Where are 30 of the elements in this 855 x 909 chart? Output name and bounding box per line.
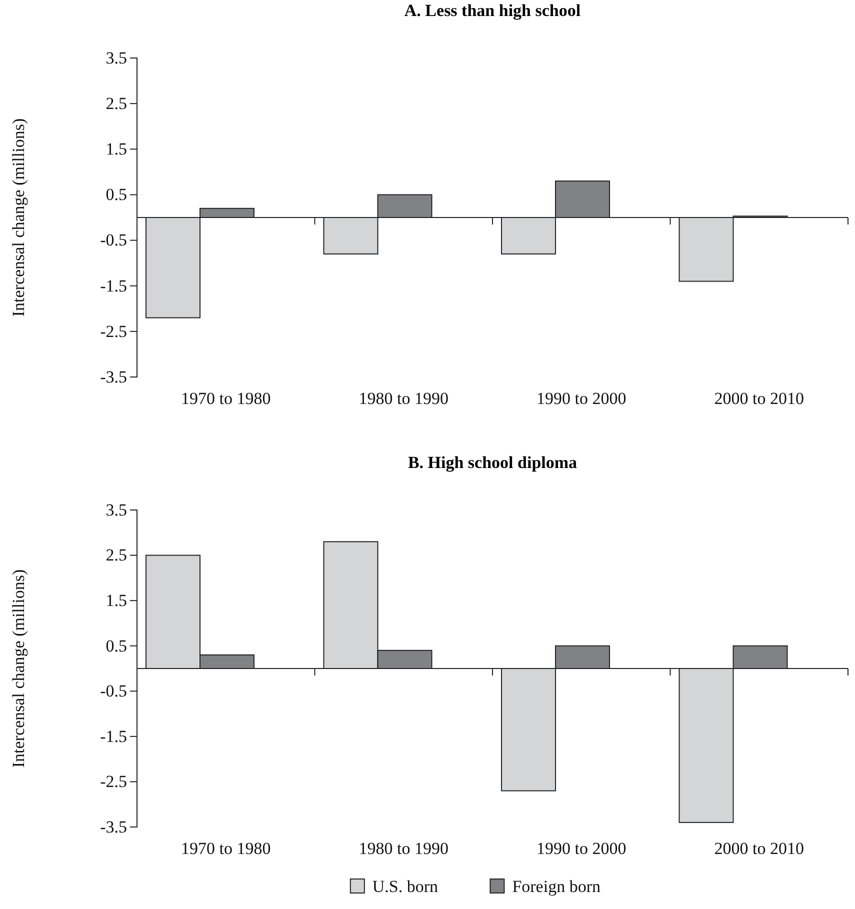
y-tick-label: -0.5 (100, 230, 127, 250)
x-tick-label: 1990 to 2000 (536, 839, 626, 858)
legend-label: U.S. born (372, 877, 439, 896)
y-tick-label: 2.5 (106, 94, 127, 114)
y-tick-label: -3.5 (100, 367, 127, 386)
y-tick-label: 1.5 (106, 591, 127, 610)
y-tick-label: 0.5 (106, 636, 127, 656)
y-tick-label: -2.5 (100, 772, 127, 792)
x-tick-label: 1990 to 2000 (536, 389, 626, 408)
x-tick-label: 1980 to 1990 (358, 839, 448, 858)
y-axis-title: Intercensal change (millions) (9, 569, 28, 768)
x-tick-label: 2000 to 2010 (714, 389, 804, 408)
y-tick-label: -2.5 (100, 322, 127, 341)
y-tick-label: -1.5 (100, 726, 127, 746)
x-tick-label: 1980 to 1990 (358, 389, 448, 408)
y-tick-label: -0.5 (100, 682, 127, 701)
x-tick-label: 2000 to 2010 (714, 839, 804, 858)
y-tick-label: -3.5 (100, 817, 127, 836)
legend-label: Foreign born (512, 877, 601, 896)
chart-title: A. Less than high school (404, 1, 581, 20)
y-tick-label: 3.5 (106, 48, 127, 68)
x-tick-label: 1970 to 1980 (181, 389, 271, 408)
y-tick-label: 3.5 (106, 500, 127, 520)
y-tick-label: 2.5 (106, 546, 127, 565)
y-tick-label: -1.5 (100, 276, 127, 296)
chart-title: B. High school diploma (408, 453, 578, 472)
y-tick-label: 1.5 (106, 140, 127, 159)
x-tick-label: 1970 to 1980 (181, 839, 271, 858)
y-axis-title: Intercensal change (millions) (9, 118, 28, 317)
y-tick-label: 0.5 (106, 185, 127, 204)
